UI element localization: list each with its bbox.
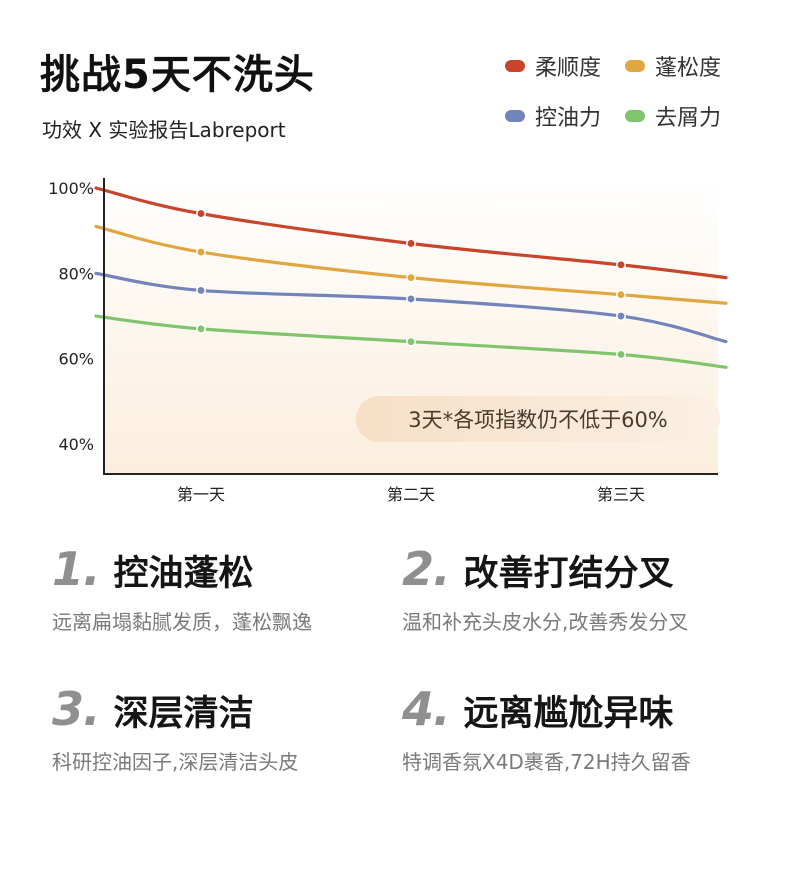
feature-2-number: 2. [402, 542, 450, 596]
series-point [616, 289, 626, 300]
y-tick-label: 60% [58, 350, 94, 369]
feature-1-number: 1. [52, 542, 100, 596]
legend-label-anti-dandruff: 去屑力 [655, 106, 722, 131]
legend-item-softness: 柔顺度 [505, 50, 625, 82]
legend-item-oil-control: 控油力 [505, 100, 625, 132]
feature-1-title: 控油蓬松 [113, 554, 254, 594]
feature-2-title: 改善打结分叉 [463, 554, 674, 594]
line-chart: 100% 80% 60% 40% 第一天 第二天 第三天 3天*各项指数仍不低于60% [48, 178, 728, 504]
series-point [196, 285, 206, 296]
x-tick-label: 第二天 [387, 485, 435, 504]
x-tick-label: 第三天 [597, 485, 645, 504]
legend-label-oil-control: 控油力 [535, 106, 602, 131]
series-point [616, 259, 626, 270]
y-tick-layer: 100% 80% 60% 40% [48, 179, 94, 454]
series-point [406, 272, 416, 283]
y-tick-label: 100% [48, 179, 94, 198]
page-subtitle: 功效 X 实验报告Labreport [42, 118, 286, 142]
legend-item-volume: 蓬松度 [625, 50, 745, 82]
legend-swatch-oil-control [505, 110, 525, 122]
series-point [406, 238, 416, 249]
feature-4-title: 远离尴尬异味 [463, 694, 674, 734]
feature-3: 3. 深层清洁 科研控油因子,深层清洁头皮 [52, 682, 412, 775]
legend-item-anti-dandruff: 去屑力 [625, 100, 745, 132]
annotation-badge [356, 396, 720, 442]
feature-4-number: 4. [402, 682, 450, 736]
legend-swatch-softness [505, 60, 525, 72]
feature-1-desc: 远离扁塌黏腻发质，蓬松飘逸 [52, 610, 312, 634]
feature-3-title: 深层清洁 [113, 694, 254, 734]
x-tick-layer: 第一天 第二天 第三天 [177, 485, 645, 504]
series-point [196, 247, 206, 257]
feature-4: 4. 远离尴尬异味 特调香氛X4D裹香,72H持久留香 [402, 682, 762, 775]
y-tick-label: 40% [58, 435, 94, 454]
series-point [616, 311, 626, 322]
feature-2-desc: 温和补充头皮水分,改善秀发分叉 [402, 610, 689, 634]
feature-4-desc: 特调香氛X4D裹香,72H持久留香 [402, 750, 691, 774]
legend-label-volume: 蓬松度 [655, 56, 722, 81]
series-point [196, 323, 206, 334]
legend-label-softness: 柔顺度 [535, 56, 602, 81]
legend-swatch-anti-dandruff [625, 110, 645, 122]
series-layer [94, 186, 728, 369]
annotation-text: 3天*各项指数仍不低于60% [408, 408, 668, 432]
series-point [196, 208, 206, 219]
feature-2: 2. 改善打结分叉 温和补充头皮水分,改善秀发分叉 [402, 542, 762, 635]
feature-3-desc: 科研控油因子,深层清洁头皮 [52, 750, 299, 774]
legend-swatch-volume [625, 60, 645, 72]
series-point [406, 336, 416, 347]
chart-legend: 柔顺度 蓬松度 控油力 去屑力 [505, 50, 745, 132]
series-point [616, 349, 626, 360]
series-point [406, 294, 416, 304]
y-tick-label: 80% [58, 264, 94, 283]
feature-3-number: 3. [52, 682, 100, 736]
x-tick-label: 第一天 [177, 485, 225, 504]
feature-1: 1. 控油蓬松 远离扁塌黏腻发质，蓬松飘逸 [52, 542, 412, 635]
page-title: 挑战5天不洗头 [40, 52, 315, 98]
